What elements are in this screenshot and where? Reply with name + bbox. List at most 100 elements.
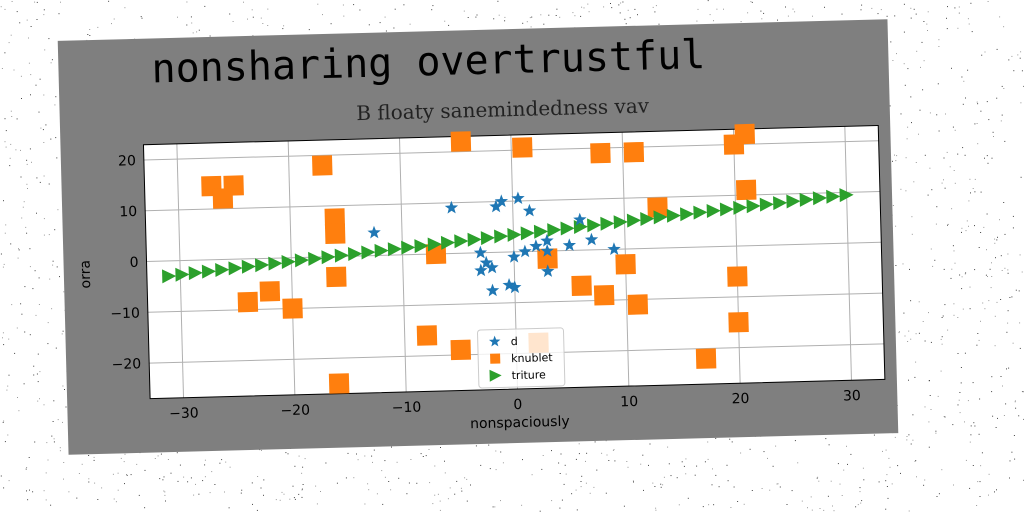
- noise-speck: [761, 488, 763, 489]
- noise-speck: [1013, 70, 1015, 72]
- noise-speck: [704, 461, 706, 463]
- noise-speck: [993, 136, 994, 137]
- noise-speck: [177, 480, 179, 482]
- noise-speck: [707, 441, 709, 443]
- noise-speck: [275, 499, 277, 501]
- noise-speck: [33, 374, 35, 376]
- noise-speck: [302, 466, 304, 468]
- noise-speck: [952, 245, 954, 247]
- noise-speck: [743, 503, 745, 505]
- noise-speck: [157, 455, 159, 457]
- noise-speck: [976, 123, 978, 124]
- noise-speck: [23, 383, 25, 385]
- noise-speck: [1008, 59, 1010, 61]
- noise-speck: [13, 69, 15, 71]
- noise-speck: [63, 478, 64, 480]
- noise-speck: [1004, 140, 1006, 142]
- noise-speck: [769, 489, 771, 491]
- noise-speck: [915, 361, 917, 363]
- triture-point: [162, 269, 177, 284]
- noise-speck: [1003, 202, 1005, 203]
- noise-speck: [885, 480, 887, 482]
- noise-speck: [995, 257, 996, 259]
- triture-point: [347, 247, 363, 262]
- noise-speck: [159, 478, 161, 480]
- noise-speck: [191, 22, 193, 24]
- noise-speck: [859, 491, 861, 493]
- triture-point: [175, 267, 190, 282]
- noise-speck: [785, 6, 786, 8]
- noise-speck: [1021, 391, 1023, 392]
- d-point: [518, 244, 532, 258]
- triture-point: [361, 245, 376, 260]
- noise-speck: [11, 116, 13, 117]
- noise-speck: [605, 492, 607, 494]
- noise-speck: [994, 315, 996, 317]
- noise-speck: [448, 24, 450, 26]
- noise-speck: [1007, 253, 1009, 255]
- noise-speck: [965, 230, 967, 232]
- knublet-point: [571, 275, 592, 296]
- noise-speck: [117, 472, 119, 474]
- noise-speck: [263, 479, 265, 481]
- noise-speck: [779, 486, 781, 488]
- noise-speck: [613, 449, 615, 451]
- tick-labels: −30 −20 −10 0 10 20 30 −20 −10 0 10 20: [110, 153, 861, 422]
- noise-speck: [409, 23, 411, 25]
- noise-speck: [475, 445, 477, 447]
- noise-speck: [16, 118, 18, 120]
- triture-point: [826, 189, 841, 204]
- noise-speck: [957, 317, 959, 318]
- noise-speck: [938, 46, 940, 47]
- noise-speck: [24, 331, 26, 333]
- noise-speck: [440, 447, 441, 448]
- noise-speck: [918, 301, 920, 303]
- noise-speck: [20, 75, 22, 77]
- noise-speck: [894, 154, 895, 156]
- noise-speck: [620, 2, 622, 4]
- triture-point: [839, 188, 854, 203]
- noise-speck: [1007, 322, 1009, 324]
- chart-card: nonsharing overtrustful B floaty sanemin…: [57, 19, 899, 455]
- noise-speck: [627, 466, 629, 468]
- noise-speck: [648, 464, 649, 466]
- triture-point: [547, 223, 562, 238]
- noise-speck: [622, 1, 624, 3]
- noise-speck: [903, 63, 905, 65]
- triture-point: [666, 208, 681, 223]
- noise-speck: [431, 9, 433, 11]
- noise-speck: [1015, 289, 1017, 291]
- noise-speck: [522, 459, 523, 461]
- noise-speck: [958, 12, 960, 14]
- noise-speck: [322, 14, 323, 16]
- noise-speck: [786, 504, 788, 505]
- triture-point: [480, 231, 495, 246]
- noise-speck: [910, 96, 912, 98]
- noise-speck: [787, 15, 789, 17]
- noise-speck: [937, 83, 939, 85]
- noise-speck: [7, 434, 9, 436]
- noise-speck: [812, 15, 813, 17]
- noise-speck: [974, 178, 976, 180]
- noise-speck: [551, 450, 552, 452]
- noise-speck: [298, 455, 300, 457]
- noise-speck: [183, 476, 185, 478]
- d-point: [529, 239, 543, 253]
- noise-speck: [1001, 270, 1003, 271]
- noise-speck: [20, 149, 21, 151]
- noise-speck: [497, 0, 499, 2]
- noise-speck: [740, 21, 742, 23]
- noise-speck: [991, 391, 993, 393]
- noise-speck: [952, 126, 954, 128]
- noise-speck: [57, 209, 59, 211]
- noise-speck: [10, 110, 12, 112]
- noise-speck: [589, 492, 591, 494]
- noise-speck: [986, 213, 988, 215]
- noise-speck: [36, 1, 38, 3]
- noise-speck: [29, 148, 31, 150]
- noise-speck: [580, 486, 582, 488]
- noise-speck: [190, 477, 192, 479]
- knublet-point: [615, 253, 636, 275]
- noise-speck: [775, 445, 777, 447]
- d-point: [494, 194, 509, 208]
